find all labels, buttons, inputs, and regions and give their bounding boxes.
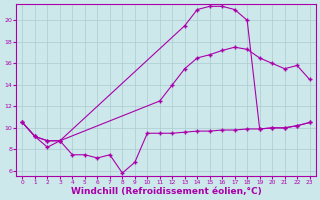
X-axis label: Windchill (Refroidissement éolien,°C): Windchill (Refroidissement éolien,°C)	[71, 187, 261, 196]
